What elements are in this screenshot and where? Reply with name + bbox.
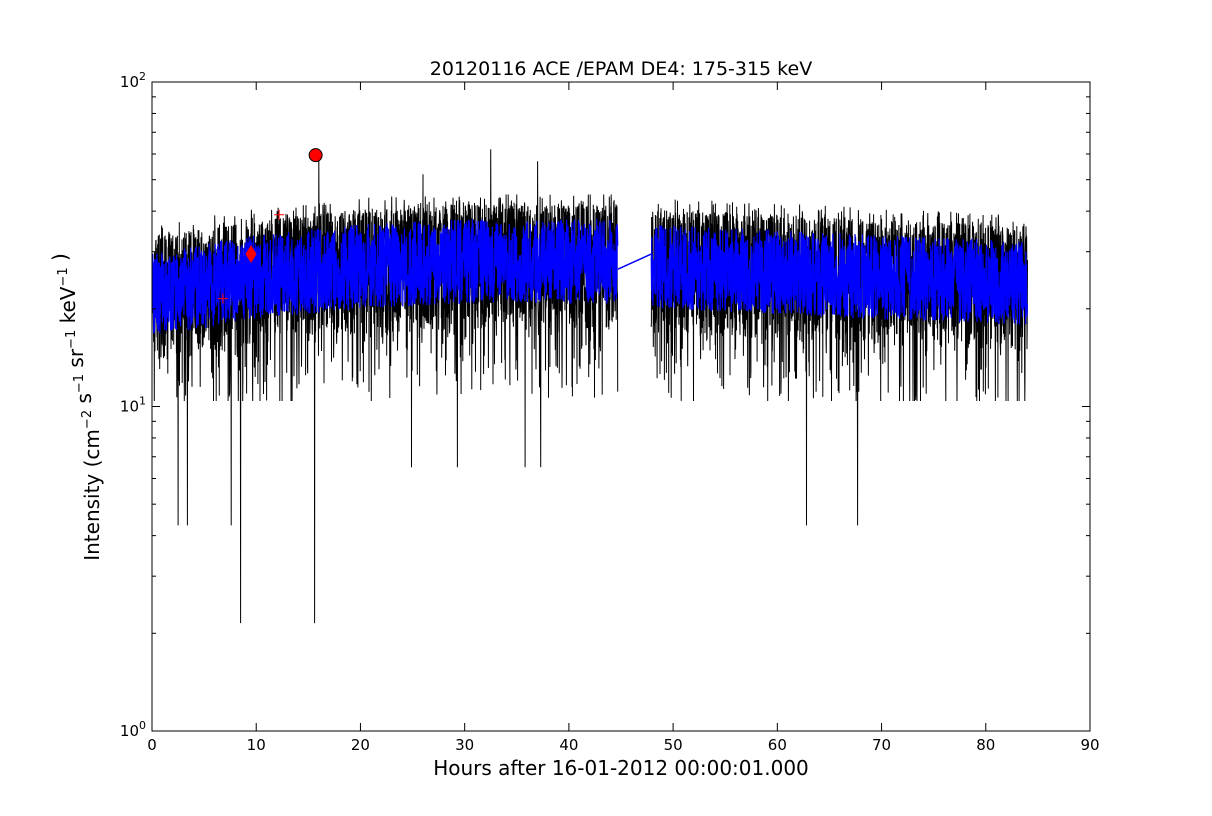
x-tick-label: 50: [664, 736, 683, 754]
x-tick-label: 10: [247, 736, 266, 754]
marker-plus-3: [274, 209, 285, 220]
x-tick-label: 80: [976, 736, 995, 754]
x-tick-label: 30: [455, 736, 474, 754]
y-axis-title: Intensity (cm−2 s−1 sr−1 keV−1 ): [48, 253, 104, 561]
y-tick-label: 100: [120, 719, 146, 740]
x-tick-label: 20: [351, 736, 370, 754]
series-layer: [152, 149, 1029, 624]
marker-diamond: [245, 245, 257, 263]
x-axis-title: Hours after 16-01-2012 00:00:01.000: [433, 756, 809, 780]
chart-title: 20120116 ACE /EPAM DE4: 175-315 keV: [430, 58, 812, 80]
x-tick-label: 0: [147, 736, 157, 754]
blue-series-line-part1: [152, 219, 619, 334]
x-tick-label: 90: [1080, 736, 1099, 754]
y-tick-label: 101: [120, 395, 146, 416]
marker-plus-2: [217, 293, 228, 304]
marker-layer: [217, 148, 323, 304]
black-series-line-part1: [152, 149, 619, 624]
marker-circle: [308, 148, 323, 163]
x-tick-label: 40: [559, 736, 578, 754]
blue-series-line-part2: [650, 225, 1029, 325]
y-tick-label: 102: [120, 70, 146, 91]
blue-gap-connector: [617, 253, 652, 270]
tick-layer: 0 10 20 30 40 50 60 70 80 90 100 101 102: [120, 70, 1100, 754]
x-tick-label: 70: [872, 736, 891, 754]
x-tick-label: 60: [768, 736, 787, 754]
